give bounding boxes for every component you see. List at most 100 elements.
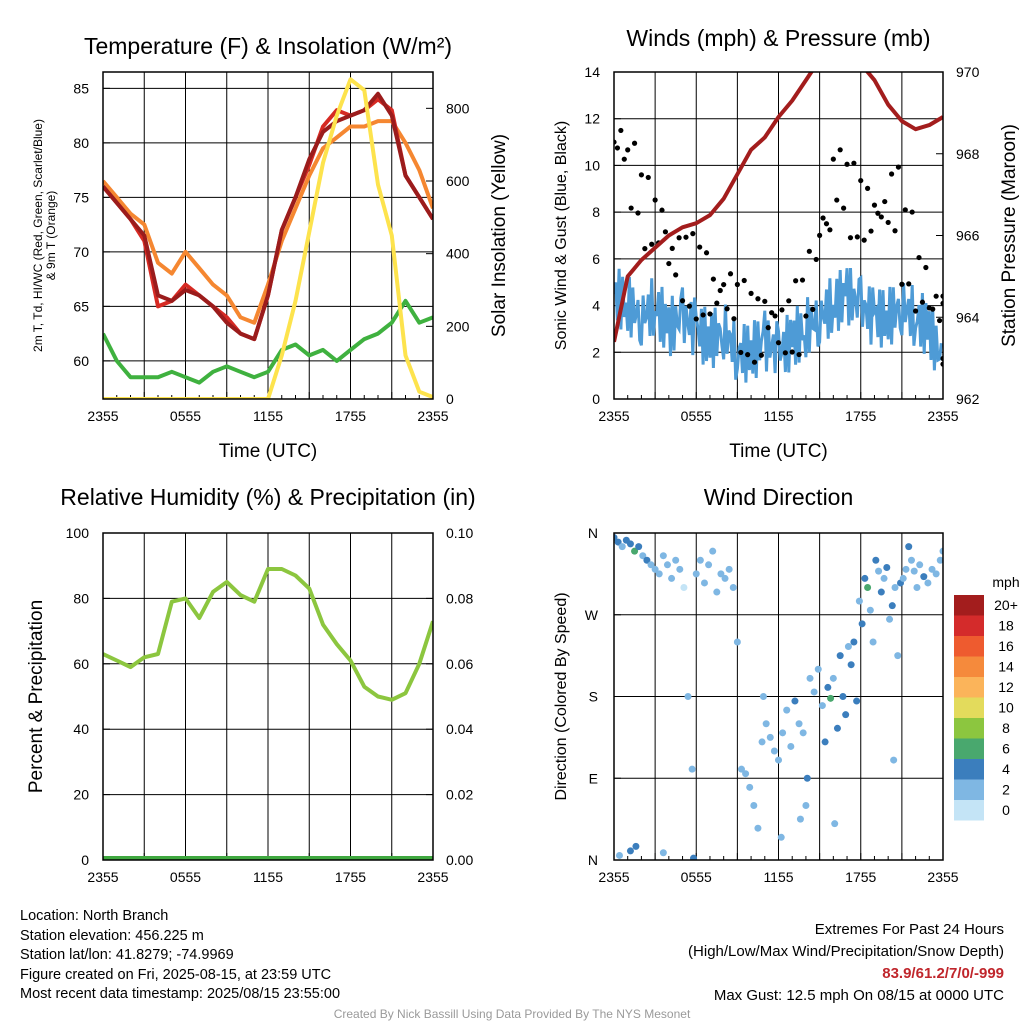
chart-title: Relative Humidity (%) & Precipitation (i… [60, 484, 475, 510]
plot-area [614, 534, 943, 860]
gust-point [724, 306, 730, 312]
gust-point [700, 312, 706, 318]
direction-point [680, 584, 688, 591]
direction-point [875, 567, 883, 575]
direction-point [688, 765, 696, 773]
right-y-tick-label: 0.02 [446, 787, 473, 803]
direction-point [791, 697, 799, 705]
gust-point [614, 145, 621, 151]
y-axis-label: Percent & Precipitation [26, 600, 47, 793]
gust-point [775, 340, 782, 346]
direction-point [844, 643, 852, 651]
gust-point [799, 277, 806, 283]
direction-point [684, 693, 692, 700]
gust-point [786, 298, 792, 304]
gust-point [721, 281, 727, 288]
colorbar-label: 0 [1002, 802, 1010, 818]
gust-point [745, 352, 751, 358]
y-tick-label: S [589, 689, 598, 705]
gust-point [782, 350, 788, 356]
colorbar-label: 14 [998, 659, 1014, 675]
gust-point [892, 228, 898, 234]
humidity-precipitation-panel: Relative Humidity (%) & Precipitation (i… [26, 484, 476, 885]
x-tick-label: 1155 [763, 408, 793, 424]
x-tick-label: 0555 [170, 869, 201, 885]
x-axis-label: Time (UTC) [219, 441, 318, 462]
gust-point [676, 235, 682, 241]
direction-point [709, 547, 717, 555]
colorbar-label: 8 [1002, 720, 1010, 736]
y-tick-label: 10 [584, 157, 600, 173]
colorbar-label: 12 [998, 679, 1014, 695]
gust-point [803, 313, 809, 319]
direction-point [802, 802, 810, 809]
gust-point [933, 293, 939, 299]
gust-point [789, 349, 795, 355]
y-tick-label: 80 [73, 135, 89, 151]
gust-point [710, 276, 716, 282]
chart-title: Winds (mph) & Pressure (mb) [626, 25, 930, 51]
gust-point [717, 287, 723, 294]
colorbar-swatch [954, 759, 984, 780]
gust-point [865, 185, 871, 191]
direction-point [806, 674, 814, 682]
direction-point [861, 574, 869, 582]
gust-point [841, 205, 847, 211]
x-tick-label: 2355 [417, 408, 448, 424]
gust-point [868, 228, 874, 234]
extremes-info: Extremes For Past 24 Hours (High/Low/Max… [688, 919, 1004, 1007]
direction-point [936, 556, 943, 564]
series-line [103, 91, 433, 342]
wind-speed-line [614, 267, 943, 383]
direction-point [779, 729, 787, 737]
gust-point [847, 235, 854, 241]
chart-title: Wind Direction [704, 484, 854, 510]
direction-point [920, 573, 928, 581]
plot-area [103, 567, 433, 860]
direction-point [676, 565, 684, 573]
direction-point [659, 552, 667, 560]
right-y-tick-label: 0 [446, 391, 454, 407]
right-y-tick-label: 800 [446, 100, 470, 116]
colorbar-swatch [954, 779, 984, 800]
y-tick-label: 40 [73, 721, 89, 737]
gust-point [618, 127, 624, 134]
max-gust-text: Max Gust: 12.5 mph On 08/15 at 0000 UTC [713, 987, 1004, 1004]
gust-point [834, 197, 840, 203]
right-y-tick-label: 968 [956, 146, 980, 162]
gust-point [830, 156, 836, 162]
direction-point [833, 724, 841, 732]
gust-point [714, 300, 720, 306]
gust-point [642, 246, 648, 252]
gust-point [899, 281, 905, 287]
gust-point [731, 316, 737, 322]
direction-point [643, 556, 651, 564]
direction-point [831, 820, 839, 828]
direction-point [842, 711, 850, 719]
right-y-tick-label: 0.10 [446, 525, 473, 541]
direction-point [618, 543, 626, 551]
direction-point [910, 567, 918, 575]
gust-point [697, 244, 703, 250]
gust-point [666, 260, 672, 267]
gust-point [923, 264, 929, 271]
y-tick-label: 60 [73, 656, 89, 672]
gust-point [707, 311, 713, 317]
x-tick-label: 1155 [253, 869, 283, 885]
direction-point [855, 597, 863, 605]
gust-point [652, 197, 658, 203]
gust-point [823, 221, 830, 227]
gust-point [827, 227, 833, 233]
direction-point [886, 615, 894, 623]
gust-point [621, 156, 627, 162]
x-tick-label: 1755 [335, 408, 366, 424]
extremes-subtitle: (High/Low/Max Wind/Precipitation/Snow De… [688, 943, 1004, 960]
gust-point [820, 215, 826, 221]
right-y-tick-label: 600 [446, 173, 470, 189]
gust-point [916, 254, 922, 261]
gust-point [758, 352, 764, 358]
plot-frame [102, 532, 434, 861]
direction-point [766, 733, 774, 741]
x-tick-label: 2355 [87, 869, 118, 885]
direction-point [635, 543, 643, 551]
